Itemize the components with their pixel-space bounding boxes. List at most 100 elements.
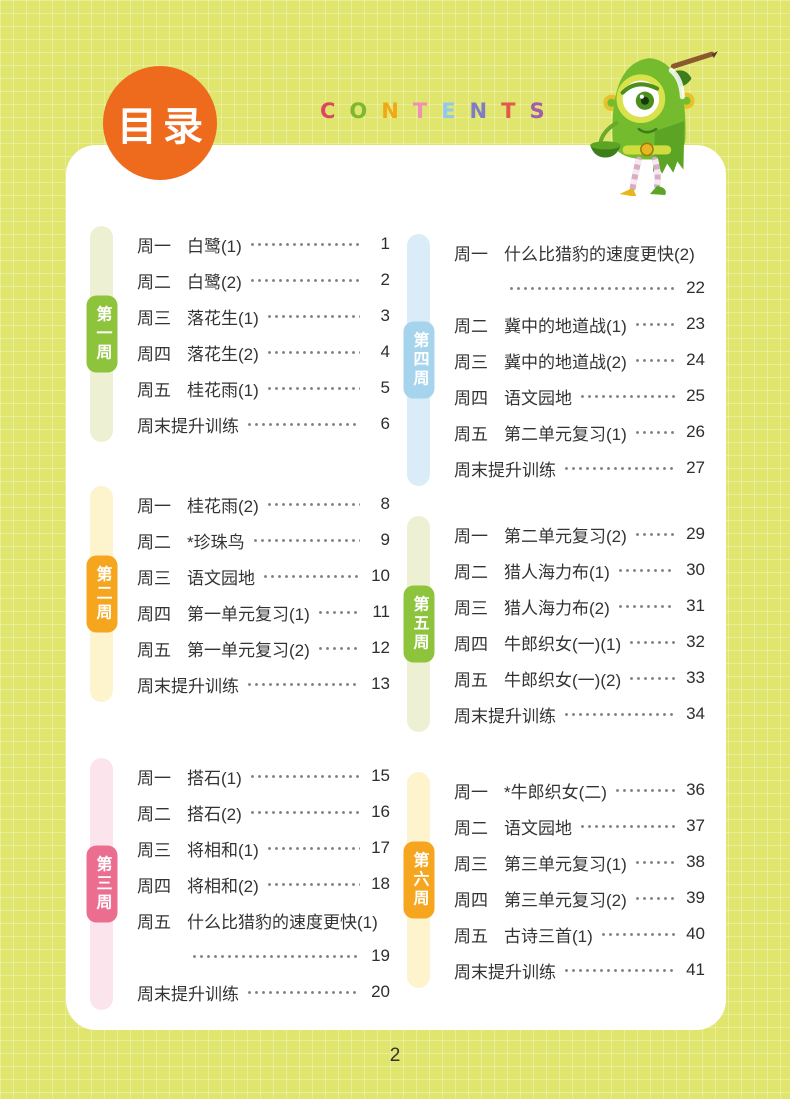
page-number: 2 xyxy=(389,1045,401,1066)
entry-page-number: 4 xyxy=(380,342,390,361)
week-tab-label: 第五周 xyxy=(410,595,428,653)
toc-entry: 周三 第三单元复习(1) 38 xyxy=(454,844,705,880)
dot-leader xyxy=(317,609,360,615)
toc-entry: 周四 第三单元复习(2) 39 xyxy=(454,880,705,916)
toc-entry: 周三 语文园地 10 xyxy=(137,558,390,594)
contents-letter: T xyxy=(412,99,428,123)
entry-title: 周末提升训练 xyxy=(454,962,556,982)
entry-day: 周三 xyxy=(137,840,171,860)
dot-leader xyxy=(252,537,360,543)
entry-day: 周四 xyxy=(137,604,171,624)
entry-title: 猎人海力布(2) xyxy=(504,598,610,618)
entry-page-number: 1 xyxy=(380,234,390,253)
entry-title: 牛郎织女(一)(2) xyxy=(504,670,622,690)
entry-title: 周末提升训练 xyxy=(137,676,239,696)
toc-entry: 周四 牛郎织女(一)(1) 32 xyxy=(454,624,705,660)
week-section: 第六周 周一 *牛郎织女(二) 36 周二 语文园地 37 周三 第三单元复习(… xyxy=(403,772,705,988)
entry-day: 周三 xyxy=(454,598,488,618)
entry-day: 周五 xyxy=(454,926,488,946)
entry-page-number: 39 xyxy=(686,888,705,907)
dot-leader xyxy=(634,895,675,901)
entry-day: 周四 xyxy=(137,344,171,364)
dot-leader xyxy=(564,465,675,471)
entry-page-number: 29 xyxy=(686,524,705,543)
toc-entry: 周四 将相和(2) 18 xyxy=(137,866,390,902)
toc-entry: 周一 *牛郎织女(二) 36 xyxy=(454,772,705,808)
entry-day: 周二 xyxy=(454,562,488,582)
dot-leader xyxy=(600,931,675,937)
entry-title: 白鹭(2) xyxy=(187,272,242,292)
week-tab-label: 第一周 xyxy=(93,305,111,363)
entry-day: 周四 xyxy=(454,890,488,910)
week-tab-label: 第三周 xyxy=(93,855,111,913)
entry-title: 冀中的地道战(2) xyxy=(504,352,627,372)
week-section: 第二周 周一 桂花雨(2) 8 周二 *珍珠鸟 9 周三 语文园地 10 周四 … xyxy=(86,486,390,702)
toc-entry: 周末提升训练 20 xyxy=(137,974,390,1010)
entry-title: 搭石(2) xyxy=(187,804,242,824)
entry-day: 周一 xyxy=(137,768,171,788)
entry-title: 将相和(2) xyxy=(187,876,259,896)
toc-entry: 周五 什么比猎豹的速度更快(1) 19 xyxy=(137,902,390,974)
entry-day: 周四 xyxy=(137,876,171,896)
entry-day: 周三 xyxy=(454,352,488,372)
entry-page-number: 32 xyxy=(686,632,705,651)
contents-letter: C xyxy=(320,99,336,123)
week-tab-label: 第二周 xyxy=(93,565,111,623)
dot-leader xyxy=(266,501,360,507)
toc-entry: 周五 第二单元复习(1) 26 xyxy=(454,414,705,450)
entry-day: 周五 xyxy=(137,640,171,660)
entry-title: 第一单元复习(2) xyxy=(187,640,310,660)
entry-page-number: 3 xyxy=(380,306,390,325)
entry-day: 周三 xyxy=(137,568,171,588)
toc-entry: 周一 白鹭(1) 1 xyxy=(137,226,390,262)
mascot-monster-icon xyxy=(590,51,718,196)
entry-title: 桂花雨(1) xyxy=(187,380,259,400)
toc-column-right: 第四周 周一 什么比猎豹的速度更快(2) 22 周二 冀中的地道战(1) 23 … xyxy=(403,226,705,1010)
toc-entry: 周一 什么比猎豹的速度更快(2) 22 xyxy=(454,234,705,306)
entry-title: 周末提升训练 xyxy=(454,460,556,480)
week-section: 第一周 周一 白鹭(1) 1 周二 白鹭(2) 2 周三 落花生(1) 3 周四… xyxy=(86,226,390,442)
entry-page-number: 2 xyxy=(380,270,390,289)
entry-day: 周三 xyxy=(137,308,171,328)
toc-entry: 周末提升训练 41 xyxy=(454,952,705,988)
entry-page-number: 40 xyxy=(686,924,705,943)
entry-page-number: 13 xyxy=(371,674,390,693)
dot-leader xyxy=(317,645,360,651)
entry-page-number: 22 xyxy=(686,278,705,297)
entry-day: 周一 xyxy=(137,496,171,516)
week-entries: 周一 搭石(1) 15 周二 搭石(2) 16 周三 将相和(1) 17 周四 … xyxy=(137,758,390,1010)
week-strip: 第六周 xyxy=(403,772,434,988)
week-tab: 第六周 xyxy=(403,841,434,919)
toc-entry: 周一 第二单元复习(2) 29 xyxy=(454,516,705,552)
entry-title: 搭石(1) xyxy=(187,768,242,788)
entry-title: 周末提升训练 xyxy=(454,706,556,726)
dot-leader xyxy=(266,881,360,887)
dot-leader xyxy=(247,989,360,995)
dot-leader xyxy=(192,953,360,959)
entry-page-number: 18 xyxy=(371,874,390,893)
dot-leader xyxy=(634,531,675,537)
entry-day: 周一 xyxy=(454,244,488,264)
toc-entry: 周三 冀中的地道战(2) 24 xyxy=(454,342,705,378)
toc-entry: 周二 冀中的地道战(1) 23 xyxy=(454,306,705,342)
toc-entry: 周二 *珍珠鸟 9 xyxy=(137,522,390,558)
dot-leader xyxy=(634,321,675,327)
dot-leader xyxy=(564,711,675,717)
contents-letter: E xyxy=(441,99,456,123)
toc-entry: 周五 桂花雨(1) 5 xyxy=(137,370,390,406)
week-tab: 第一周 xyxy=(86,295,117,373)
entry-day: 周五 xyxy=(454,424,488,444)
entry-page-number: 24 xyxy=(686,350,705,369)
dot-leader xyxy=(249,241,360,247)
entry-page-number: 41 xyxy=(686,960,705,979)
entry-page-number: 5 xyxy=(380,378,390,397)
toc-entry: 周三 落花生(1) 3 xyxy=(137,298,390,334)
toc-entry: 周二 语文园地 37 xyxy=(454,808,705,844)
toc-entry: 周末提升训练 6 xyxy=(137,406,390,442)
toc-entry: 周四 第一单元复习(1) 11 xyxy=(137,594,390,630)
dot-leader xyxy=(266,845,360,851)
contents-letter: T xyxy=(501,99,516,123)
entry-title: 周末提升训练 xyxy=(137,984,239,1004)
week-tab-label: 第四周 xyxy=(410,331,428,389)
